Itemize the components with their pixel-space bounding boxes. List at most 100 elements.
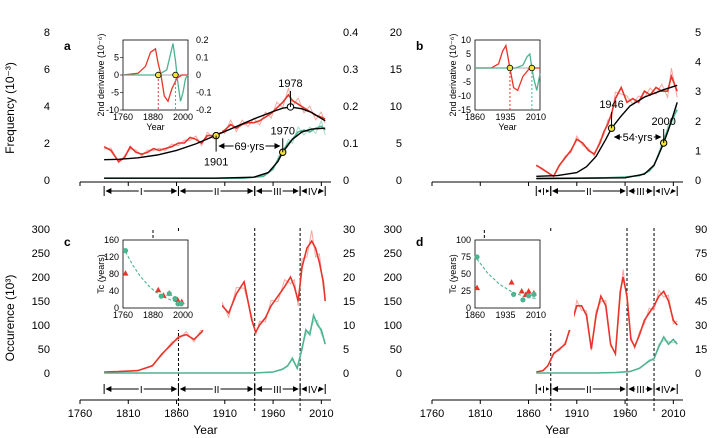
right-y-tick-label: 0.2 [343,101,358,113]
series-red-line [535,73,678,178]
inset-y-tick-label: 0 [114,303,119,313]
right-y-tick-label: 20 [343,272,355,284]
inset-circle-point [122,248,129,254]
period-label: III [636,187,644,198]
inset-circle-point [178,301,184,307]
annotation-label: 1901 [204,157,228,169]
period-label: IV [308,187,318,198]
right-y-tick-label: 0 [343,175,349,187]
inset-background [85,32,222,132]
right-y-tick-label: 1 [695,145,701,157]
inset-y-tick-label: 0 [466,303,471,313]
right-y-tick-label: 25 [343,248,355,260]
top-left-y-axis-title: Frequency (10⁻³) [3,62,17,154]
x-tick-label: 1860 [516,408,540,420]
inset-background [437,32,574,132]
inset-zero-crossing-marker [172,71,179,79]
inset-y-tick-label: -15 [458,105,471,115]
panel-c: 1760 1810 1860 1910 1960 2010Year050100150200… [32,224,356,437]
inset-y-tick-label: 0 [196,70,201,80]
right-y-tick-label: 5 [343,344,349,356]
inset-zero-crossing-marker [506,64,514,72]
x-axis-title: Year [193,423,217,437]
right-y-tick-label: 60 [695,272,707,284]
inset-y-tick-label: 160 [104,235,119,245]
left-y-tick-label: 5 [396,138,402,150]
panel-d: 1760 1810 1860 1910 1960 2010Year050100150200… [384,224,708,437]
inset-x-tick-label: 1860 [465,112,485,122]
inset-x-tick-label: 1760 [113,310,133,320]
inset-triangle-point [525,288,532,294]
right-y-tick-label: 0 [695,175,701,187]
period-label: II [214,187,220,198]
left-y-tick-label: 250 [32,248,50,260]
inset-x-axis-title: Year [146,122,164,132]
right-y-tick-label: 15 [695,344,707,356]
period-label: I [140,385,143,396]
inset-circle-point [172,296,178,302]
inset-y-axis-title: Tc (years) [448,254,458,294]
x-tick-label: 1910 [213,408,237,420]
period-label: IV [661,385,671,396]
inset-y-tick-left: -10 [106,105,119,115]
period-label: II [214,385,220,396]
inset-d: 1860 1935 2010 0 25 50 75 100 Tc (years) [437,230,574,330]
x-axis-title: Year [545,423,569,437]
inset-triangle-point [155,286,162,293]
inset-y-tick-label: 0.1 [196,53,209,63]
inset-y-tick-label: -5 [463,77,471,87]
inset-frame [122,239,189,309]
period-label: II [586,385,592,396]
x-tick-label: 1960 [261,408,285,420]
panel-letter: b [416,39,423,53]
left-y-tick-label: 6 [44,64,50,76]
x-tick-label: 1810 [116,408,140,420]
bottom-left-y-axis-title: Occurence (10³) [3,275,17,362]
x-tick-label: 2010 [661,408,685,420]
inset-x-tick-label: 2010 [526,112,546,122]
right-y-tick-label: 0.3 [343,64,358,76]
left-y-tick-label: 0 [396,175,402,187]
left-y-tick-label: 2 [44,138,50,150]
series-red-line [536,276,678,373]
inset-y-axis-title: 2nd derivative (10⁻⁶) [448,34,458,117]
inset-green-line [475,52,541,91]
x-tick-label: 1860 [164,408,188,420]
left-y-tick-label: 50 [38,344,50,356]
right-y-tick-label: 30 [695,320,707,332]
annotation-label: 1978 [278,78,302,90]
inset-y-axis-title: Tc (years) [96,254,106,294]
panel-letter: a [64,39,71,53]
inset-x-axis-title: Year [498,122,516,132]
x-tick-label: 1960 [613,408,637,420]
left-y-tick-label: 0 [44,175,50,187]
left-y-tick-label: 15 [390,64,402,76]
series-red-line [104,239,326,373]
inset-background [85,232,222,330]
inset-background [437,232,574,330]
span-label: 69 yrs [234,141,264,153]
right-y-tick-label: 75 [695,248,707,260]
inset-y-tick-label: 5 [466,49,471,59]
inset-x-tick-label: 1760 [113,112,133,122]
right-y-tick-label: 0.1 [343,138,358,150]
fit-curve-line [104,127,326,179]
period-label: I [140,187,143,198]
left-y-tick-label: 0 [396,368,402,380]
inset-x-tick-label: 1935 [495,310,515,320]
inset-y-tick-label: 50 [461,269,471,279]
inset-circle-point [510,291,517,297]
inset-y-tick-label: 0.2 [196,35,209,45]
inset-y-tick-left: 5 [114,53,119,63]
inset-triangle-point [518,288,525,294]
period-label: I [542,385,545,396]
fit-curve-line [104,106,326,161]
inset-fit-curve [476,258,536,300]
inset-x-tick-label: 1860 [465,310,485,320]
right-y-tick-label: 45 [695,296,707,308]
inset-y-tick-label: 40 [109,286,119,296]
